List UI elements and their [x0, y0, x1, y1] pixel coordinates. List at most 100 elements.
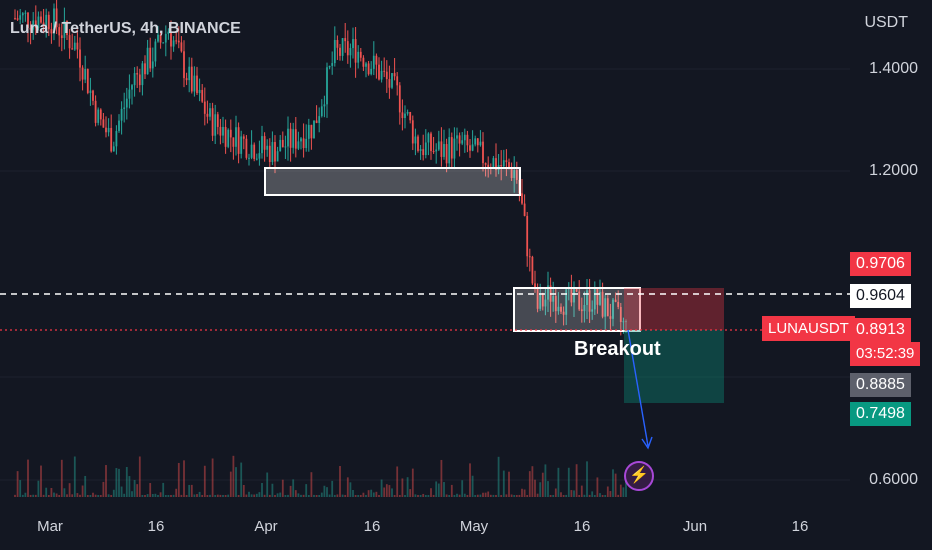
volume-bar: [214, 494, 217, 497]
candle-body: [339, 47, 341, 56]
volume-bar: [99, 494, 102, 497]
volume-bar: [393, 494, 396, 497]
volume-bar: [578, 495, 581, 497]
candle-body: [450, 137, 453, 159]
candle-body: [276, 151, 279, 162]
volume-bar: [424, 494, 427, 497]
candle-body: [63, 20, 66, 39]
candle-body: [300, 138, 302, 142]
candle-body: [482, 141, 484, 164]
candle-body: [248, 157, 250, 159]
volume-bar: [515, 494, 518, 497]
candle-body: [378, 64, 380, 80]
volume-bar: [541, 472, 544, 497]
candle-body: [526, 215, 529, 257]
volume-bar: [482, 492, 484, 497]
volume-bar: [136, 484, 139, 497]
volume-bar: [115, 468, 118, 497]
volume-bar: [549, 495, 552, 497]
candle-body: [570, 287, 573, 303]
candle-body: [157, 34, 159, 42]
volume-bar: [531, 466, 534, 497]
candle-body: [404, 113, 406, 119]
candle-body: [305, 138, 308, 149]
last-price-tag: 0.8913: [850, 318, 911, 342]
candle-body: [461, 140, 464, 144]
symbol-title[interactable]: Luna / TetherUS, 4h, BINANCE: [10, 20, 241, 37]
candle-body: [367, 63, 370, 75]
volume-bar: [539, 482, 542, 497]
date-tick-apr-16: 16: [363, 518, 381, 535]
candle-body: [235, 127, 237, 147]
candle-body: [201, 89, 204, 102]
volume-bar: [614, 473, 617, 497]
volume-bar: [591, 491, 594, 497]
date-tick-may-16: 16: [573, 518, 591, 535]
volume-bar: [534, 479, 536, 497]
volume-bar: [417, 494, 419, 497]
candle-body: [279, 139, 282, 152]
volume-bar: [565, 494, 568, 497]
volume-bar: [560, 492, 562, 497]
volume-bar: [151, 494, 154, 497]
volume-bar: [619, 484, 622, 497]
volume-bar: [320, 492, 323, 497]
volume-bar: [612, 469, 614, 497]
target-zone[interactable]: [624, 330, 724, 403]
volume-bar: [289, 485, 292, 497]
volume-bar: [110, 494, 113, 497]
volume-bar: [547, 481, 549, 497]
volume-bar: [352, 489, 354, 497]
volume-bar: [443, 482, 445, 497]
candle-body: [458, 135, 461, 144]
volume-bar: [172, 494, 175, 497]
volume-bar: [606, 486, 609, 497]
volume-bar: [497, 456, 500, 497]
candle-body: [523, 203, 526, 216]
candle-body: [417, 136, 419, 151]
candle-body: [354, 39, 357, 63]
candle-body: [154, 41, 157, 62]
forecast-arrow: [627, 329, 649, 447]
volume-bar: [456, 493, 458, 497]
candle-body: [398, 85, 401, 113]
candle-body: [471, 144, 474, 151]
volume-bar: [528, 471, 531, 497]
volume-bar: [224, 495, 227, 497]
volume-bar: [79, 494, 81, 497]
volume-bar: [71, 494, 74, 497]
date-tick-jun: Jun: [682, 518, 708, 535]
candle-body: [94, 100, 97, 123]
volume-bar: [183, 460, 185, 497]
volume-bar: [175, 488, 178, 497]
volume-bar: [250, 494, 253, 497]
candle-body: [383, 70, 386, 72]
candle-body: [435, 149, 438, 152]
candle-body: [138, 74, 141, 86]
volume-bar: [258, 492, 261, 497]
candle-body: [580, 309, 583, 312]
volume-bar: [235, 467, 237, 497]
volume-bar: [588, 494, 591, 497]
stop-loss-zone[interactable]: [624, 288, 724, 330]
volume-bar: [385, 484, 388, 497]
lightning-alert-icon[interactable]: ⚡: [624, 461, 654, 491]
volume-bar: [248, 491, 250, 497]
candle-body: [125, 98, 128, 108]
candle-body: [16, 18, 19, 20]
candle-body: [167, 31, 170, 34]
candle-body: [484, 163, 487, 165]
resistance-zone[interactable]: [264, 167, 521, 196]
candle-body: [219, 126, 222, 136]
volume-bar: [34, 494, 37, 497]
volume-bar: [328, 494, 331, 497]
volume-bar: [409, 489, 412, 497]
breakout-zone[interactable]: [513, 287, 641, 332]
target-price-tag: 0.7498: [850, 402, 911, 426]
candle-body: [448, 137, 451, 164]
volume-bar: [463, 493, 466, 497]
candle-body: [409, 111, 412, 121]
volume-bar: [313, 494, 315, 497]
candle-body: [411, 120, 414, 144]
